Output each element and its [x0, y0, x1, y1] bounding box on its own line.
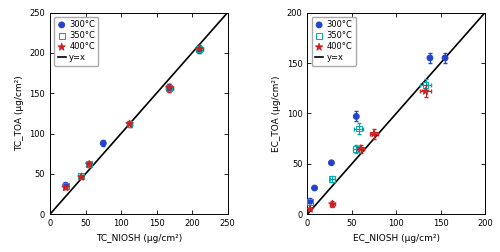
- Point: [355, 127, 363, 131]
- Legend: 300°C, 350°C, 400°C, y=x: 300°C, 350°C, 400°C, y=x: [54, 17, 98, 66]
- Point: [166, 86, 173, 90]
- Point: [62, 183, 70, 187]
- Point: [328, 177, 336, 181]
- Point: [77, 174, 85, 178]
- Point: [328, 202, 336, 206]
- Point: [370, 132, 378, 136]
- Point: [306, 207, 314, 211]
- Point: [352, 114, 360, 118]
- Point: [100, 141, 108, 145]
- Text: (b): (b): [318, 19, 334, 29]
- Y-axis label: TC_TOA (μg/cm²): TC_TOA (μg/cm²): [15, 76, 24, 151]
- Point: [85, 162, 93, 166]
- Point: [356, 147, 364, 151]
- Point: [352, 147, 360, 151]
- Y-axis label: EC_TOA (μg/cm²): EC_TOA (μg/cm²): [272, 75, 281, 152]
- Point: [166, 86, 173, 90]
- Point: [62, 184, 70, 188]
- Point: [306, 200, 314, 204]
- Point: [126, 122, 134, 126]
- Text: (a): (a): [60, 19, 76, 29]
- X-axis label: TC_NIOSH (μg/cm²): TC_NIOSH (μg/cm²): [96, 234, 182, 243]
- Point: [195, 47, 203, 51]
- Point: [77, 175, 85, 179]
- Point: [310, 186, 318, 190]
- Point: [126, 122, 134, 126]
- Point: [195, 47, 203, 51]
- Point: [85, 162, 93, 166]
- X-axis label: EC_NIOSH (μg/cm²): EC_NIOSH (μg/cm²): [352, 234, 440, 243]
- Point: [306, 199, 314, 203]
- Point: [422, 83, 430, 87]
- Point: [426, 56, 434, 60]
- Point: [328, 161, 336, 165]
- Legend: 300°C, 350°C, 400°C, y=x: 300°C, 350°C, 400°C, y=x: [312, 17, 356, 66]
- Point: [166, 86, 173, 90]
- Point: [441, 56, 449, 60]
- Point: [195, 47, 203, 51]
- Point: [62, 185, 70, 190]
- Point: [422, 89, 430, 93]
